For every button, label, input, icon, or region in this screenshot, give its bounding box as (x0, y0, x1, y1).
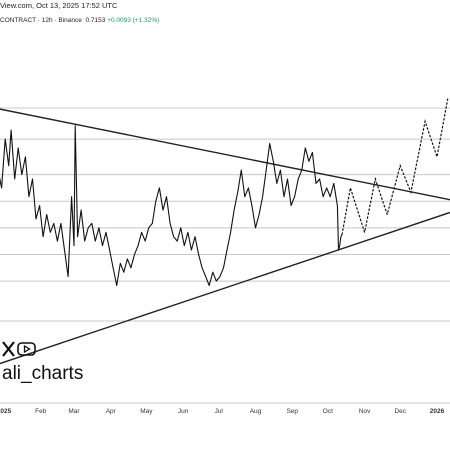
x-tick-label: Apr (106, 408, 117, 415)
x-tick-label: Aug (250, 408, 262, 415)
x-tick-label: 2025 (0, 408, 12, 415)
trendline-upper (0, 108, 450, 201)
price-series (0, 125, 343, 287)
chart-header-symbol: CONTRACT · 12h · Binance 0.7153 +0.0093 … (0, 17, 159, 24)
horizontal-gridlines (0, 107, 450, 404)
x-tick-label: Sep (286, 408, 298, 415)
watermark: ali_charts (2, 341, 83, 384)
price-value: 0.7153 (85, 17, 106, 24)
youtube-icon (17, 342, 36, 356)
x-logo-icon (2, 341, 15, 357)
x-tick-label: Jul (215, 408, 224, 415)
x-tick-label: Feb (35, 408, 47, 415)
x-tick-label: Nov (359, 408, 371, 415)
x-tick-label: May (140, 408, 153, 415)
price-change: +0.0093 (+1.32%) (107, 17, 160, 24)
projection-series (341, 98, 449, 235)
x-tick-label: Dec (394, 408, 406, 415)
trendlines (0, 108, 450, 365)
x-tick-label: 2026 (430, 408, 445, 415)
x-tick-label: Mar (68, 408, 80, 415)
x-tick-label: Oct (323, 408, 333, 415)
price-line (0, 125, 343, 287)
trendline-lower (0, 211, 450, 365)
projection-line (341, 98, 449, 235)
symbol-label: CONTRACT · 12h · Binance (0, 17, 82, 24)
x-tick-label: Jun (178, 408, 189, 415)
x-axis-ticks: 2025 Feb Mar Apr May Jun Jul Aug Sep Oct Nov Dec 202… (0, 408, 445, 415)
watermark-handle: ali_charts (2, 363, 83, 384)
chart-header-timestamp: View.com, Oct 13, 2025 17:52 UTC (0, 1, 118, 10)
